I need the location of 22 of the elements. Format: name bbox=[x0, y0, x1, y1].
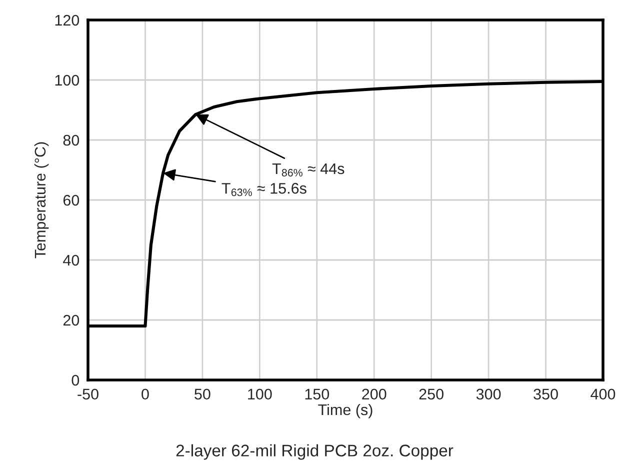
y-tick-label: 20 bbox=[63, 314, 80, 326]
y-axis-title: Temperature (°C) bbox=[34, 142, 49, 258]
annotation: T$_{86%}$ ≈ 44s bbox=[272, 163, 344, 176]
x-tick-label: 300 bbox=[476, 388, 501, 400]
x-tick-label: -50 bbox=[78, 388, 98, 400]
x-tick-label: 100 bbox=[248, 388, 272, 400]
y-tick-label: 60 bbox=[63, 194, 80, 206]
y-tick-label: 120 bbox=[55, 14, 80, 26]
annotation: T$_{63%}$ ≈ 15.6s bbox=[222, 182, 306, 196]
x-tick-label: 350 bbox=[534, 388, 558, 400]
x-tick-label: 0 bbox=[142, 388, 149, 400]
x-tick-label: 400 bbox=[590, 388, 616, 400]
y-tick-label: 100 bbox=[55, 74, 80, 86]
y-tick-label: 40 bbox=[63, 254, 80, 266]
y-tick-label: 0 bbox=[72, 374, 80, 386]
y-tick-label: 80 bbox=[63, 134, 80, 146]
x-axis-title: Time (s) bbox=[318, 404, 372, 418]
x-tick-label: 250 bbox=[419, 388, 444, 400]
x-tick-label: 200 bbox=[362, 388, 386, 400]
text: 2-layer 62-mil Rigid PCB 2oz. Copper bbox=[176, 444, 454, 460]
x-tick-label: 150 bbox=[305, 388, 330, 400]
x-tick-label: 50 bbox=[194, 388, 210, 400]
